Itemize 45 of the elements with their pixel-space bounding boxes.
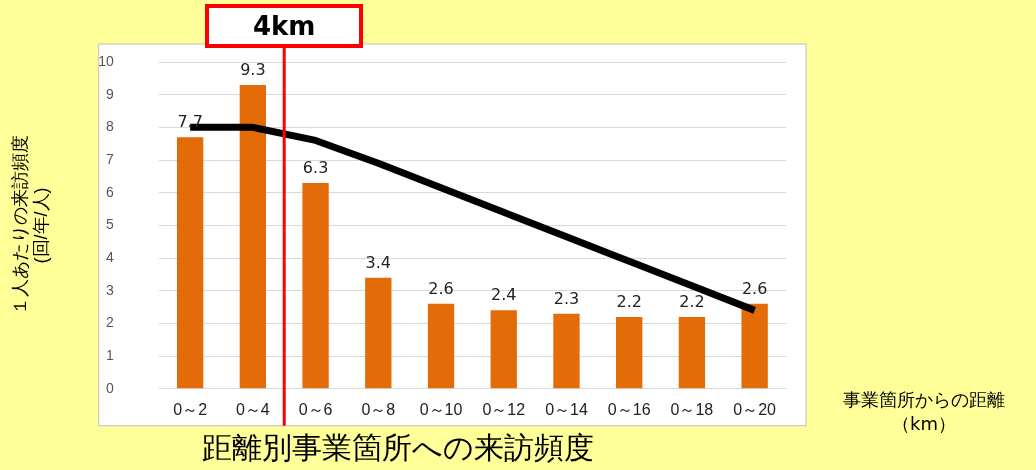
data-label: 3.4: [365, 252, 392, 272]
x-tick-label: 0～10: [419, 400, 463, 418]
data-label: 2.4: [491, 285, 517, 305]
x-axis-title: 事業箇所からの距離（km）: [842, 388, 1006, 436]
data-label: 7.7: [177, 112, 203, 132]
y-tick-label: 7: [105, 150, 114, 167]
ref-line-label: 4km: [205, 4, 364, 48]
text: 距離別事業箇所への来訪頻度: [202, 429, 594, 465]
y-tick-label: 5: [105, 216, 114, 233]
data-label: 2.2: [616, 291, 642, 311]
bar: [490, 310, 517, 389]
y-tick-label: 10: [98, 52, 114, 69]
y-tick-label: 8: [105, 118, 114, 135]
data-label: 2.6: [428, 278, 454, 298]
bar: [616, 316, 643, 389]
y-axis-title: １人あたりの来訪頻度 (回/年/人): [9, 135, 52, 316]
bar: [365, 277, 392, 389]
y-tick-label: 3: [105, 281, 114, 298]
data-label: 2.2: [679, 291, 705, 311]
x-tick-label: 0～8: [361, 400, 396, 418]
x-tick-label: 0～16: [607, 400, 651, 418]
y-tick-label: 2: [105, 314, 114, 331]
x-tick-label: 0～12: [482, 400, 526, 418]
x-tick-label: 0～4: [235, 400, 270, 418]
x-tick-label: 0～2: [173, 400, 208, 418]
bar: [239, 84, 267, 389]
y-tick-label: 1: [105, 346, 114, 363]
bar: [176, 137, 204, 389]
x-tick-label: 0～18: [670, 400, 714, 418]
bar: [427, 303, 455, 389]
x-tick-label: 0～14: [545, 400, 588, 418]
x-tick-label: 0～6: [298, 400, 333, 418]
bar: [553, 313, 580, 389]
y-tick-label: 6: [105, 183, 114, 200]
y-tick-label: 4: [105, 248, 114, 265]
bar: [741, 303, 768, 389]
data-label: 6.3: [302, 157, 329, 177]
data-label: 2.6: [741, 278, 768, 298]
bar: [302, 182, 329, 389]
data-label: 2.3: [553, 288, 580, 308]
y-tick-label: 0: [105, 379, 114, 396]
bar: [678, 316, 706, 389]
y-tick-label: 9: [105, 85, 114, 102]
data-label: 9.3: [240, 59, 266, 79]
x-tick-label: 0～20: [733, 400, 777, 418]
